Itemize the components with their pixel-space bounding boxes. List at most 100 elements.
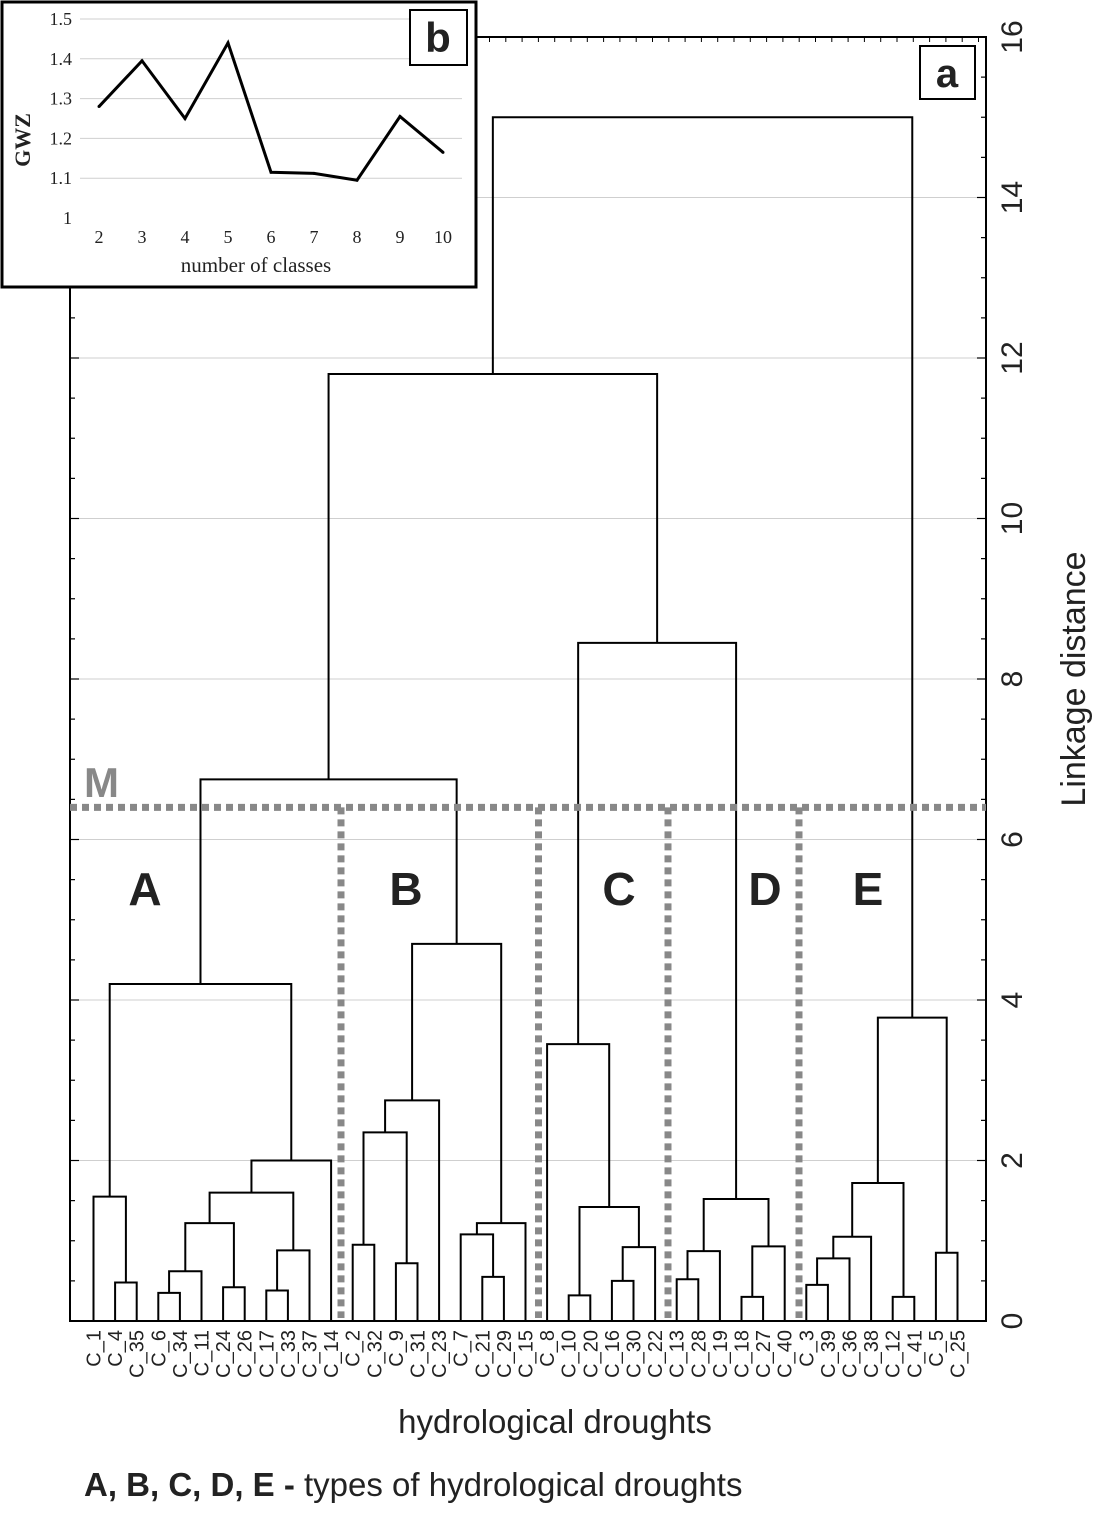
leaf-label: C_1 [84, 1330, 106, 1367]
dendrogram-link [934, 1251, 959, 1321]
leaf-label: C_10 [559, 1330, 581, 1378]
inset-data-point [398, 115, 402, 119]
main-gridlines [70, 197, 986, 1161]
panel-b-label: b [425, 14, 451, 61]
group-label: D [748, 863, 781, 915]
inset-x-tick-label: 7 [310, 227, 319, 247]
inset-data-point [226, 41, 230, 45]
leaf-label: C_33 [278, 1330, 300, 1378]
leaf-label: C_31 [408, 1330, 430, 1378]
dendrogram-link [686, 1250, 721, 1321]
leaf-label: C_32 [364, 1330, 386, 1378]
dendrogram-link [546, 1043, 611, 1321]
dendrogram-link [702, 1198, 770, 1252]
leaf-label: C_8 [537, 1330, 559, 1367]
group-label: C [602, 863, 635, 915]
leaf-label: C_24 [213, 1330, 235, 1378]
leaf-label: C_25 [948, 1330, 970, 1378]
dendrogram-link [184, 1222, 235, 1288]
y-tick-label: 4 [996, 992, 1029, 1009]
leaf-label: C_20 [580, 1330, 602, 1378]
inset-y-tick-label: 1.1 [50, 168, 73, 188]
dendrogram-link [832, 1235, 873, 1321]
leaf-label: C_27 [753, 1330, 775, 1378]
dendrogram-link [740, 1295, 765, 1321]
leaf-label: C_38 [861, 1330, 883, 1378]
leaf-label: C_26 [235, 1330, 257, 1378]
dendrogram-link [351, 1243, 376, 1321]
dendrogram-link [384, 1099, 441, 1321]
leaf-label: C_11 [192, 1330, 214, 1376]
leaf-label: C_37 [300, 1330, 322, 1378]
panel-a-label: a [936, 52, 959, 96]
leaf-label: C_18 [732, 1330, 754, 1378]
leaf-label: C_6 [148, 1330, 170, 1367]
y-tick-label: 2 [996, 1152, 1029, 1169]
group-label: E [853, 863, 884, 915]
dendrogram-link [222, 1286, 246, 1321]
y-tick-label: 16 [996, 20, 1029, 53]
cutoff-label: M [84, 759, 119, 806]
dendrogram-link [491, 116, 914, 1018]
inset-data-point [441, 150, 445, 154]
dendrogram [92, 116, 959, 1321]
leaf-label: C_15 [516, 1330, 538, 1378]
group-label: B [389, 863, 422, 915]
y-axis-title: Linkage distance [1055, 551, 1093, 806]
inset-x-axis-title: number of classes [181, 253, 331, 277]
dendrogram-labels: A B C D E [128, 863, 883, 915]
leaf-label: C_4 [105, 1330, 127, 1367]
dendrogram-link [157, 1291, 181, 1321]
inset-data-point [97, 105, 101, 109]
panel-b-box [409, 9, 468, 66]
dendrogram-link [327, 373, 659, 780]
inset-data-point [183, 117, 187, 120]
leaf-label: C_21 [472, 1330, 494, 1378]
dendrogram-link [362, 1131, 408, 1264]
leaf-label: C_22 [645, 1330, 667, 1378]
inset-y-axis-title: GWZ [10, 113, 35, 167]
caption-text: types of hydrological droughts [294, 1466, 743, 1503]
leaf-label: C_34 [170, 1330, 192, 1378]
leaf-label: C_3 [796, 1330, 818, 1367]
leaf-label: C_35 [127, 1330, 149, 1378]
dendrogram-link [876, 1016, 948, 1253]
inset-y-tick-label: 1.4 [50, 49, 73, 69]
dendrogram-link [265, 1289, 289, 1321]
dendrogram-link [394, 1262, 419, 1321]
inset-data-point [355, 178, 359, 182]
leaf-label: C_14 [321, 1330, 343, 1378]
leaf-label: C_19 [710, 1330, 732, 1378]
dendrogram-link [567, 1294, 592, 1321]
dendrogram-link [851, 1181, 905, 1297]
y-tick-label: 8 [996, 671, 1029, 688]
group-label: A [128, 863, 161, 915]
dendrogram-link [276, 1249, 311, 1321]
cutoff-lines: M [70, 759, 986, 1318]
inset-y-tick-label: 1.5 [50, 9, 73, 29]
leaf-label: C_28 [688, 1330, 710, 1378]
dendrogram-link [114, 1281, 138, 1321]
leaf-label: C_7 [451, 1330, 473, 1367]
figure-caption: A, B, C, D, E - types of hydrological dr… [84, 1466, 742, 1504]
leaf-label: C_5 [926, 1330, 948, 1367]
leaf-label: C_16 [602, 1330, 624, 1378]
dendrogram-link [250, 1159, 333, 1321]
inset-data-point [140, 59, 144, 63]
inset-data-point [312, 171, 316, 175]
panel-a-box [919, 45, 976, 100]
dendrogram-link [816, 1257, 851, 1321]
y-tick-label: 10 [996, 502, 1029, 535]
inset-x-tick-label: 9 [396, 227, 405, 247]
dendrogram-link [578, 1206, 640, 1296]
dendrogram-link [621, 1246, 657, 1321]
leaf-label: C_2 [343, 1330, 365, 1367]
inset-y-tick-label: 1 [63, 208, 72, 228]
caption-types: A, B, C, D, E - [84, 1466, 295, 1503]
dendrogram-link [805, 1283, 829, 1321]
leaf-label: C_41 [904, 1330, 926, 1378]
dendrogram-link [92, 1195, 127, 1321]
dendrogram-link [199, 778, 458, 984]
inset-x-tick-label: 8 [353, 227, 362, 247]
inset-x-tick-label: 5 [224, 227, 233, 247]
